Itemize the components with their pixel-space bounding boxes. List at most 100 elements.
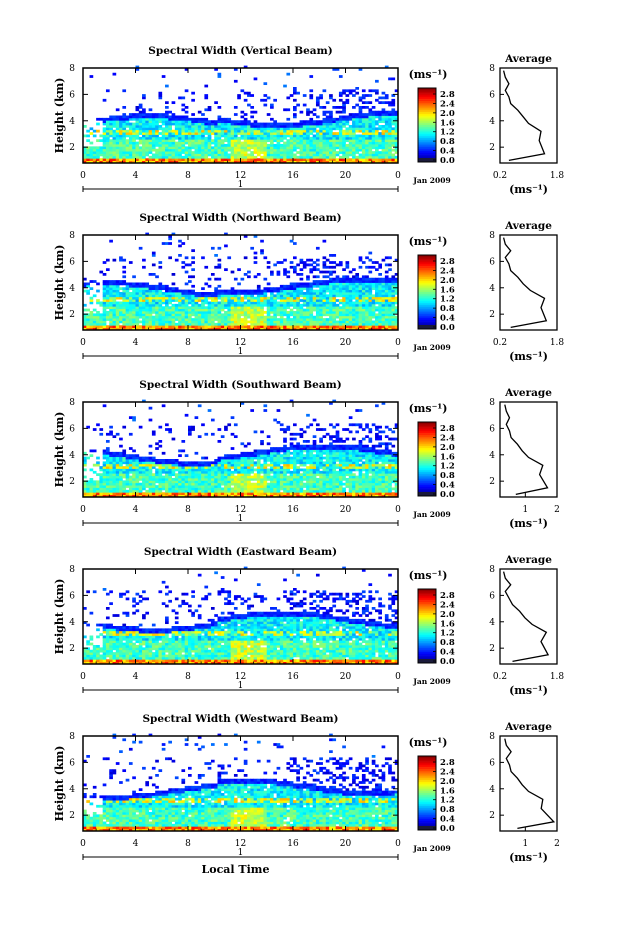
heatmap-cell [250, 303, 255, 307]
heatmap-cell [286, 134, 291, 138]
heatmap-cell [132, 287, 136, 291]
heatmap-cell [168, 308, 172, 312]
heatmap-cell [151, 122, 156, 126]
heatmap-cell [194, 475, 199, 479]
heatmap-cell [151, 489, 156, 493]
heatmap-cell [138, 113, 143, 116]
heatmap-cell [135, 148, 140, 152]
heatmap-cell [361, 315, 366, 319]
heatmap-cell [148, 127, 153, 131]
heatmap-cell [309, 153, 314, 157]
heatmap-cell [210, 327, 215, 331]
heatmap-cell [161, 120, 166, 124]
heatmap-cell [155, 120, 159, 124]
x-tick-label: 12 [235, 338, 246, 348]
heatmap-cell [279, 313, 284, 317]
heatmap-cell [247, 315, 251, 319]
heatmap-cell [188, 322, 192, 326]
heatmap-cell [96, 480, 100, 484]
colorbar-frame [417, 87, 437, 163]
heatmap-cell [322, 144, 327, 147]
heatmap-cell [142, 463, 146, 467]
heatmap-cell [342, 89, 346, 93]
average-y-tick-label: 4 [489, 284, 495, 294]
heatmap-cell [115, 115, 120, 119]
heatmap-cell [165, 120, 169, 124]
heatmap-cell [214, 482, 218, 486]
heatmap-cell [125, 122, 130, 126]
heatmap-cell [384, 322, 389, 326]
heatmap-cell [230, 287, 235, 291]
heatmap-cell [96, 153, 100, 157]
heatmap-cell [243, 146, 248, 150]
heatmap-cell [299, 327, 304, 331]
heatmap-cell [243, 129, 248, 133]
heatmap-cell [132, 485, 136, 488]
heatmap-cell [138, 155, 143, 159]
heatmap-cell [207, 320, 212, 324]
heatmap-cell [89, 482, 94, 486]
heatmap-cell [394, 120, 399, 124]
heatmap-cell [145, 470, 150, 474]
heatmap-cell [109, 120, 113, 124]
heatmap-cell [322, 160, 327, 164]
heatmap-cell [119, 473, 123, 477]
heatmap-cell [345, 158, 350, 162]
heatmap-cell [306, 327, 310, 331]
heatmap-cell [250, 306, 255, 310]
heatmap-cell [122, 487, 127, 491]
heatmap-cell [355, 148, 360, 152]
heatmap-cell [220, 473, 225, 477]
heatmap-cell [115, 134, 120, 138]
heatmap-cell [217, 494, 222, 498]
heatmap-cell [201, 473, 205, 477]
heatmap-cell [138, 485, 143, 488]
heatmap-cell [224, 485, 228, 488]
heatmap-cell [335, 325, 340, 329]
heatmap-cell [168, 129, 172, 133]
heatmap-cell [105, 487, 110, 491]
heatmap-cell [260, 144, 264, 147]
heatmap-cell [181, 308, 186, 312]
heatmap-cell [230, 475, 235, 479]
heatmap-cell [145, 456, 150, 460]
heatmap-cell [391, 282, 396, 286]
heatmap-cell [83, 313, 87, 317]
heatmap-cell [391, 101, 396, 105]
heatmap-cell [99, 478, 104, 481]
heatmap-cell [145, 115, 150, 119]
heatmap-cell [181, 120, 186, 124]
heatmap-cell [315, 325, 320, 329]
heatmap-cell [174, 306, 179, 310]
heatmap-cell [217, 459, 222, 462]
heatmap-cell [112, 489, 117, 493]
heatmap-cell [253, 327, 258, 331]
heatmap-cell [384, 275, 389, 279]
heatmap-cell [371, 265, 376, 269]
heatmap-cell [338, 308, 343, 312]
heatmap-cell [191, 141, 195, 145]
heatmap-cell [391, 313, 396, 317]
heatmap-cell [329, 160, 333, 164]
heatmap-cell [322, 325, 327, 329]
heatmap-cell [214, 315, 218, 319]
heatmap-cell [171, 282, 176, 286]
x-tick-label: 16 [287, 338, 299, 348]
heatmap-cell [109, 287, 113, 291]
heatmap-cell [270, 301, 274, 305]
heatmap-cell [345, 303, 350, 307]
heatmap-cell [181, 315, 186, 319]
heatmap-cell [224, 303, 228, 307]
heatmap-cell [165, 482, 169, 486]
heatmap-cell [119, 456, 123, 460]
heatmap-cell [151, 325, 156, 329]
heatmap-cell [260, 151, 264, 154]
heatmap-cell [240, 155, 245, 159]
heatmap-cell [358, 256, 363, 260]
heatmap-cell [325, 308, 330, 312]
heatmap-cell [270, 320, 274, 324]
heatmap-cell [191, 127, 195, 131]
heatmap-cell [105, 296, 110, 300]
heatmap-cell [237, 268, 241, 272]
heatmap-cell [161, 144, 166, 147]
